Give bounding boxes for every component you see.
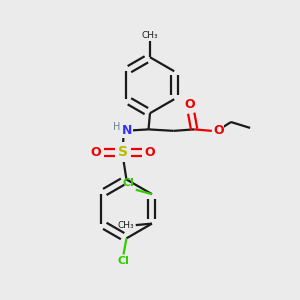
Text: Cl: Cl	[118, 256, 129, 266]
Text: Cl: Cl	[122, 178, 134, 188]
Text: O: O	[184, 98, 195, 111]
Text: O: O	[213, 124, 224, 137]
Text: H: H	[113, 122, 121, 132]
Text: O: O	[144, 146, 155, 159]
Text: N: N	[122, 124, 132, 137]
Text: CH₃: CH₃	[142, 31, 158, 40]
Text: CH₃: CH₃	[118, 220, 134, 230]
Text: O: O	[91, 146, 101, 159]
Text: S: S	[118, 145, 128, 159]
